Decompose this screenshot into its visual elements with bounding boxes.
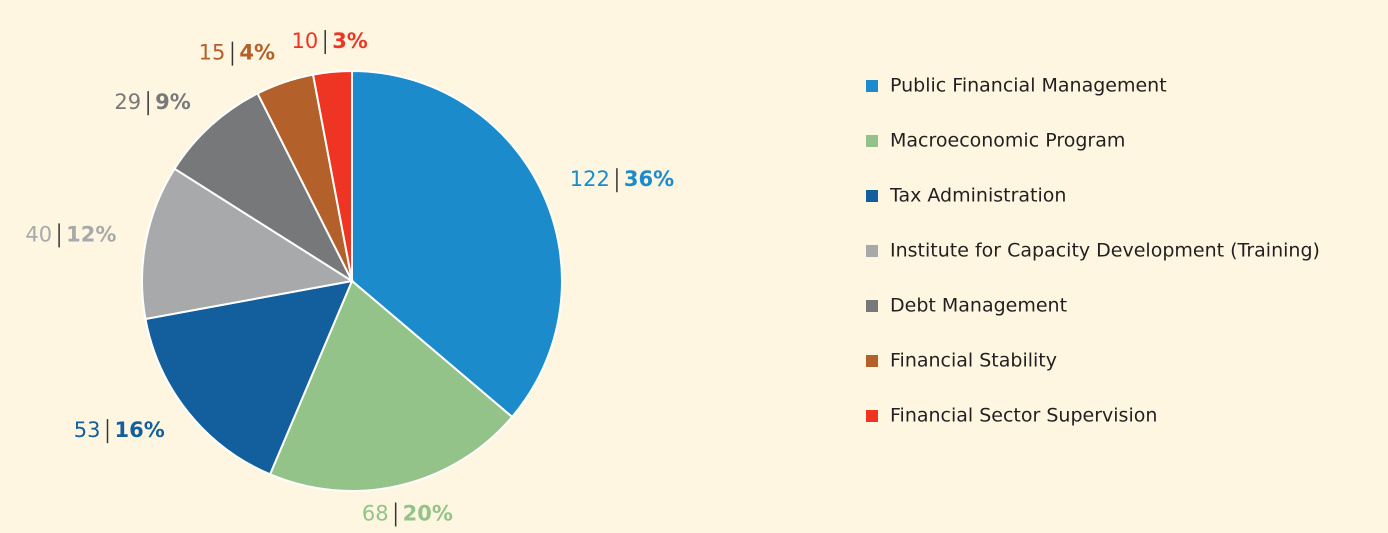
legend-label: Debt Management <box>890 295 1067 317</box>
slice-value: 29 <box>114 90 141 114</box>
slice-percent: 36% <box>624 167 674 191</box>
pie-slice <box>141 167 355 321</box>
slice-label: 10 3% <box>291 29 368 55</box>
slice-label: 68 20% <box>362 502 453 527</box>
legend-label: Financial Sector Supervision <box>890 405 1157 427</box>
pie-slice <box>173 92 355 284</box>
legend-label: Institute for Capacity Development (Trai… <box>890 240 1320 262</box>
legend-label: Financial Stability <box>890 350 1057 372</box>
legend-swatch <box>866 410 878 422</box>
slice-value: 122 <box>570 167 610 191</box>
slice-percent: 20% <box>403 502 453 526</box>
slice-label: 15 4% <box>199 41 275 66</box>
legend-swatch <box>866 190 878 202</box>
slice-percent: 3% <box>332 29 368 53</box>
legend-swatch <box>866 135 878 147</box>
slice-value: 40 <box>25 222 52 246</box>
slice-value: 68 <box>362 502 389 526</box>
slice-value: 53 <box>74 418 101 442</box>
slice-percent: 4% <box>239 41 275 65</box>
pie-slice <box>311 69 353 282</box>
slice-percent: 16% <box>114 418 164 442</box>
slice-label: 53 16% <box>74 418 165 444</box>
legend-swatch <box>866 300 878 312</box>
legend-swatch <box>866 80 878 92</box>
slice-value: 10 <box>291 29 318 53</box>
legend-label: Public Financial Management <box>890 75 1167 97</box>
slice-label: 29 9% <box>114 90 191 116</box>
legend-swatch <box>866 245 878 257</box>
slice-percent: 9% <box>155 90 191 114</box>
legend-swatch <box>866 355 878 367</box>
pie-slice <box>351 69 563 419</box>
slice-label: 40 12% <box>25 222 116 248</box>
legend-label: Tax Administration <box>889 185 1066 207</box>
slice-value: 15 <box>199 41 226 65</box>
legend-label: Macroeconomic Program <box>890 130 1125 152</box>
slice-percent: 12% <box>66 222 116 246</box>
slice-label: 122 36% <box>570 167 674 193</box>
pie-slice <box>144 279 354 476</box>
